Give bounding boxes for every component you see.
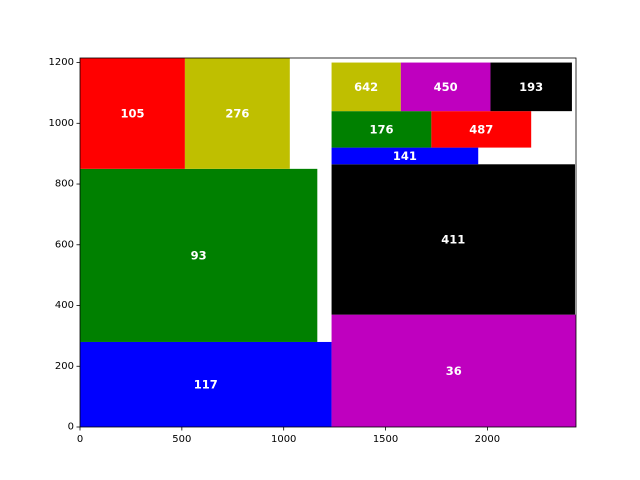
treemap-rect-label-6: 141 [393, 149, 417, 163]
treemap-rect-label-1: 93 [191, 248, 207, 262]
y-tick-label-5: 1000 [49, 118, 74, 129]
treemap-rect-5 [331, 164, 575, 315]
treemap-rect-label-5: 411 [441, 232, 465, 246]
y-tick-label-0: 0 [68, 422, 74, 433]
treemap-rect-10 [400, 62, 491, 112]
treemap-rect-1 [80, 168, 318, 342]
treemap-rect-3 [184, 58, 290, 169]
treemap-rect-11 [490, 62, 572, 112]
y-tick-label-3: 600 [55, 239, 74, 250]
treemap-rect-label-0: 117 [194, 377, 218, 391]
treemap-rect-8 [431, 111, 532, 148]
treemap-rect-4 [331, 314, 576, 427]
y-tick-label-2: 400 [55, 300, 74, 311]
treemap-rect-label-7: 176 [369, 122, 393, 136]
y-tick-label-6: 1200 [49, 57, 74, 68]
x-tick-label-2: 1000 [271, 434, 296, 445]
treemap-rect-9 [331, 62, 401, 112]
treemap-rect-label-9: 642 [354, 80, 378, 94]
y-tick-label-4: 800 [55, 179, 74, 190]
treemap-rect-label-3: 276 [225, 106, 249, 120]
x-tick-label-0: 0 [77, 434, 83, 445]
treemap-rect-6 [331, 147, 479, 165]
treemap-rect-0 [80, 341, 332, 427]
plot-frame [79, 57, 577, 428]
treemap-rect-2 [80, 58, 185, 169]
treemap-rect-label-8: 487 [469, 122, 493, 136]
x-tick-label-3: 1500 [373, 434, 398, 445]
y-tick-label-1: 200 [55, 361, 74, 372]
treemap-rect-label-2: 105 [120, 106, 144, 120]
treemap-rect-label-10: 450 [434, 80, 458, 94]
x-tick-label-1: 500 [172, 434, 191, 445]
treemap-rect-7 [331, 111, 432, 148]
treemap-rect-label-11: 193 [519, 80, 543, 94]
treemap-rect-label-4: 36 [446, 364, 462, 378]
axes-layer: 0 500 1000 1500 2000 0 200 400 600 800 1000 1200 [49, 57, 577, 445]
x-tick-label-4: 2000 [475, 434, 500, 445]
